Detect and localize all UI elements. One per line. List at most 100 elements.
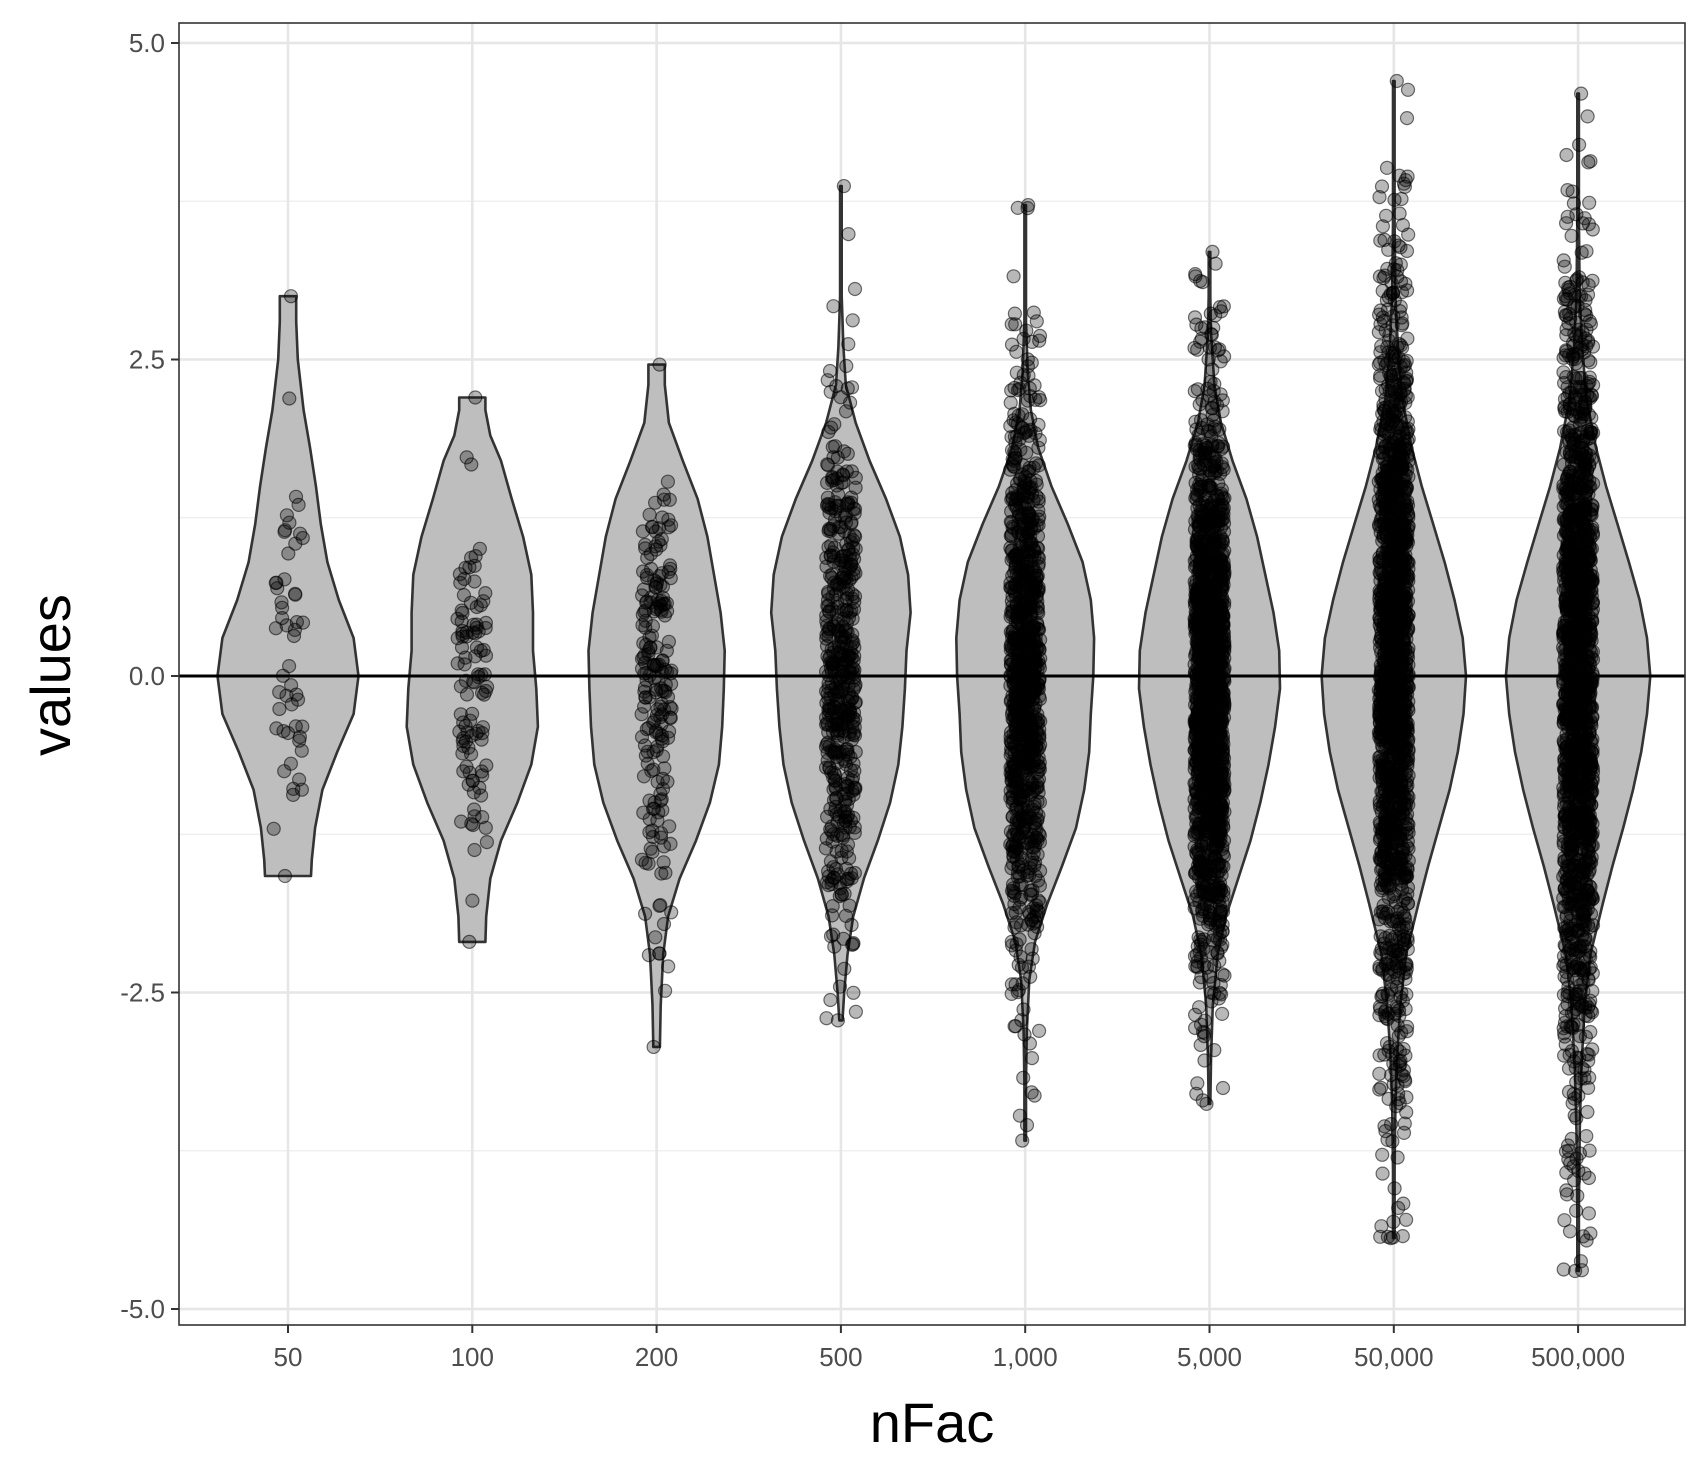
data-point — [1394, 241, 1407, 254]
data-point — [1191, 809, 1204, 822]
data-point — [840, 758, 853, 771]
data-point — [840, 360, 853, 373]
data-point — [1192, 754, 1205, 767]
data-point — [848, 826, 861, 839]
data-point — [1027, 461, 1040, 474]
data-point — [647, 1040, 660, 1053]
data-point — [479, 616, 492, 629]
data-point — [659, 984, 672, 997]
data-point — [839, 909, 852, 922]
data-point — [1218, 700, 1231, 713]
data-point — [1387, 1215, 1400, 1228]
data-point — [826, 909, 839, 922]
data-point — [1004, 640, 1017, 653]
data-point — [821, 476, 834, 489]
data-point — [278, 525, 291, 538]
data-point — [1381, 871, 1394, 884]
data-point — [1199, 856, 1212, 869]
data-point — [1193, 1001, 1206, 1014]
data-point — [1214, 467, 1227, 480]
data-point — [661, 475, 674, 488]
data-point — [1008, 307, 1021, 320]
data-point — [643, 508, 656, 521]
data-point — [477, 644, 490, 657]
data-point — [1380, 209, 1393, 222]
data-point — [1192, 716, 1205, 729]
data-point — [461, 688, 474, 701]
data-point — [273, 703, 286, 716]
data-point — [1384, 621, 1397, 634]
data-point — [1209, 257, 1222, 270]
data-point — [642, 949, 655, 962]
data-point — [1393, 207, 1406, 220]
data-point — [655, 867, 668, 880]
data-point — [1396, 317, 1409, 330]
data-point — [1394, 991, 1407, 1004]
data-point — [829, 705, 842, 718]
data-point — [636, 589, 649, 602]
data-point — [1374, 1003, 1387, 1016]
data-point — [1392, 1087, 1405, 1100]
data-point — [1198, 933, 1211, 946]
data-point — [837, 571, 850, 584]
data-point — [656, 511, 669, 524]
data-point — [1191, 383, 1204, 396]
data-point — [1004, 838, 1017, 851]
data-point — [841, 447, 854, 460]
data-point — [642, 857, 655, 870]
data-point — [297, 616, 310, 629]
data-point — [1010, 366, 1023, 379]
data-point — [456, 747, 469, 760]
data-point — [641, 745, 654, 758]
data-point — [466, 894, 479, 907]
data-point — [1387, 652, 1400, 665]
data-point — [1213, 632, 1226, 645]
data-point — [658, 918, 671, 931]
data-point — [276, 612, 289, 625]
data-point — [1017, 1071, 1030, 1084]
data-point — [1206, 363, 1219, 376]
data-point — [1209, 451, 1222, 464]
data-point — [480, 836, 493, 849]
data-point — [1217, 819, 1230, 832]
data-point — [1016, 628, 1029, 641]
data-point — [655, 732, 668, 745]
data-point — [1026, 488, 1039, 501]
data-point — [1209, 788, 1222, 801]
data-point — [457, 732, 470, 745]
data-point — [848, 663, 861, 676]
data-point — [1034, 864, 1047, 877]
data-point — [843, 548, 856, 561]
data-point — [823, 762, 836, 775]
data-point — [841, 649, 854, 662]
data-point — [821, 458, 834, 471]
data-point — [644, 842, 657, 855]
data-point — [1204, 584, 1217, 597]
data-point — [1218, 350, 1231, 363]
data-point — [282, 547, 295, 560]
data-point — [1198, 1014, 1211, 1027]
data-point — [835, 632, 848, 645]
data-point — [820, 740, 833, 753]
data-point — [841, 382, 854, 395]
data-point — [658, 840, 671, 853]
data-point — [1202, 623, 1215, 636]
data-point — [1398, 1126, 1411, 1139]
data-point — [827, 928, 840, 941]
data-point — [463, 935, 476, 948]
data-point — [649, 931, 662, 944]
data-point — [290, 490, 303, 503]
data-point — [821, 619, 834, 632]
data-point — [830, 380, 843, 393]
data-point — [1033, 434, 1046, 447]
data-point — [1012, 958, 1025, 971]
data-point — [1017, 751, 1030, 764]
data-point — [475, 789, 488, 802]
data-point — [1209, 920, 1222, 933]
data-point — [653, 358, 666, 371]
data-point — [821, 876, 834, 889]
data-point — [1023, 517, 1036, 530]
data-point — [1009, 1020, 1022, 1033]
data-point — [1020, 613, 1033, 626]
